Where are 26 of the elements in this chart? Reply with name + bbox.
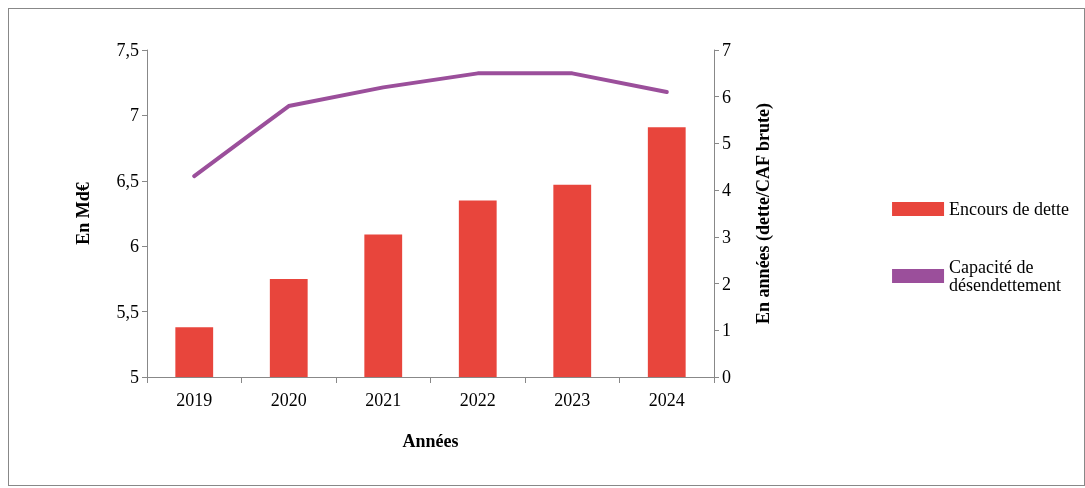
y2-tick-label: 1 [722, 320, 731, 341]
x-tick-label: 2023 [554, 390, 591, 410]
y-tick-label: 6 [130, 236, 139, 257]
legend-label: Capacité de désendettement [949, 257, 1062, 295]
y2-tick-label: 7 [722, 40, 731, 60]
y-tick-label: 5,5 [116, 301, 139, 322]
y-tick-label: 7,5 [116, 40, 139, 60]
x-tick-label: 2020 [270, 390, 307, 410]
x-tick-label: 2019 [176, 390, 213, 410]
x-tick-label: 2024 [648, 390, 685, 410]
y2-tick-label: 5 [722, 133, 731, 154]
y-tick-label: 7 [130, 105, 139, 126]
y2-tick-label: 2 [722, 273, 731, 294]
y2-tick-label: 3 [722, 226, 731, 247]
y2-tick-label: 6 [722, 86, 731, 107]
line-series [192, 71, 669, 179]
x-axis-title: Années [402, 431, 459, 451]
x-tick-label: 2021 [365, 390, 402, 410]
y-axis-title: En Md€ [73, 182, 93, 245]
y-tick-label: 6,5 [116, 170, 139, 191]
y2-axis-title: En années (dette/CAF brute) [753, 103, 774, 324]
y-tick-label: 5 [130, 367, 139, 387]
legend-label: Encours de dette [949, 199, 1070, 219]
y2-tick-label: 0 [722, 367, 731, 387]
x-tick-label: 2022 [459, 390, 496, 410]
y2-tick-label: 4 [722, 180, 731, 201]
